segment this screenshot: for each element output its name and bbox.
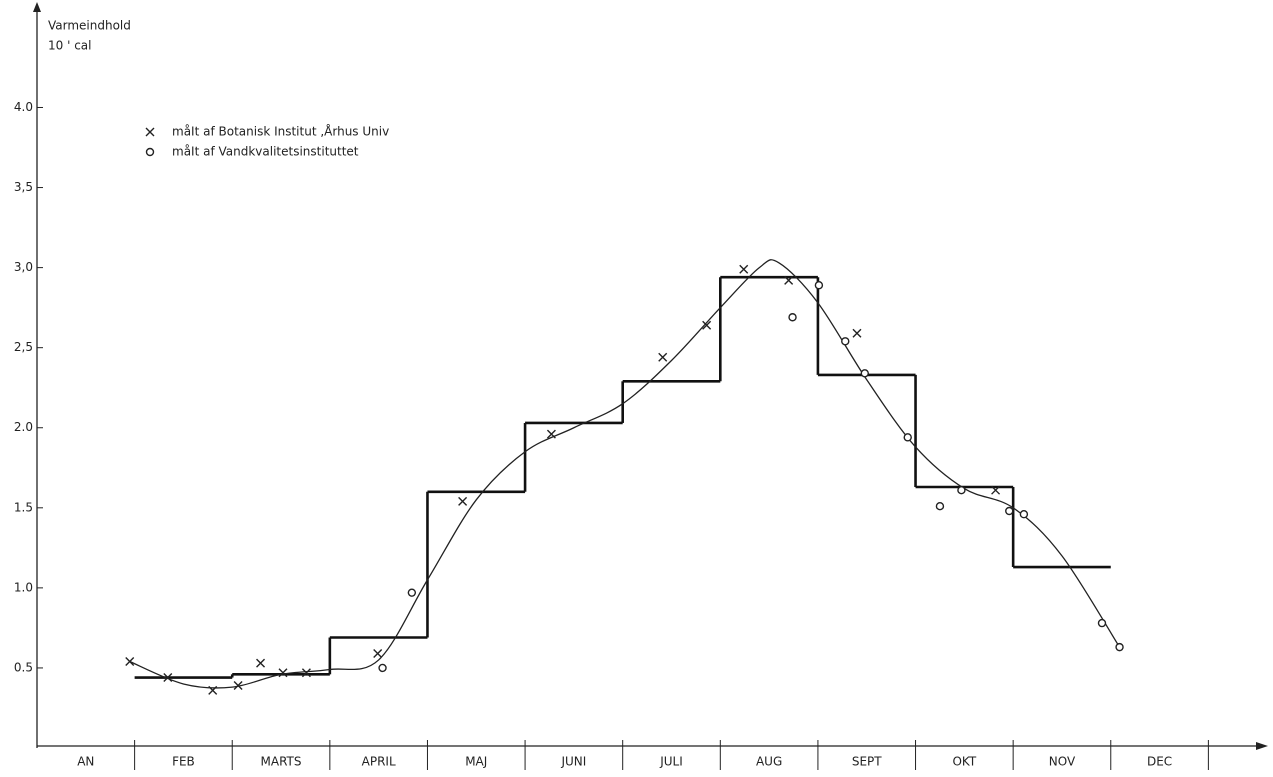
o-marker <box>935 502 945 511</box>
y-tick-label: 1.0 <box>14 580 33 594</box>
x-marker <box>145 127 155 137</box>
o-marker <box>860 369 869 378</box>
x-tick-label: MAJ <box>465 755 487 769</box>
o-marker <box>957 485 966 495</box>
o-marker <box>841 337 850 346</box>
x-marker <box>125 657 135 667</box>
x-marker <box>301 668 311 678</box>
legend-label: måIt af Botanisk Institut ,Århus Univ <box>172 124 389 139</box>
legend-label: måIt af Vandkvalitetsinstituttet <box>172 145 359 159</box>
o-marker <box>1097 618 1107 628</box>
x-marker <box>256 658 266 668</box>
y-tick-label: 3,0 <box>14 260 33 274</box>
x-tick-label: DEC <box>1147 755 1172 769</box>
o-marker <box>788 313 797 322</box>
x-marker <box>208 685 218 695</box>
x-tick-label: APRIL <box>362 755 396 769</box>
x-marker <box>658 352 668 362</box>
y-tick-label: 4.0 <box>14 100 33 114</box>
x-marker <box>163 673 173 683</box>
o-marker <box>1115 642 1124 652</box>
y-tick-label: 1.5 <box>14 500 33 514</box>
o-marker <box>903 433 912 442</box>
x-marker <box>739 264 749 274</box>
o-marker <box>1005 506 1014 516</box>
x-tick-label: AUG <box>756 755 782 769</box>
y-tick-label: 3,5 <box>14 180 33 194</box>
x-marker <box>458 496 468 506</box>
y-tick-label: 2.0 <box>14 420 33 434</box>
x-tick-label: MARTS <box>261 755 302 769</box>
x-marker <box>278 668 288 678</box>
o-marker <box>378 663 387 673</box>
x-tick-label: NOV <box>1049 755 1076 769</box>
o-marker <box>1019 510 1029 519</box>
x-tick-label: OKT <box>952 755 976 769</box>
x-tick-label: SEPT <box>852 755 882 769</box>
x-arrow <box>1256 742 1268 750</box>
x-marker <box>852 328 862 338</box>
y-axis-label: Varmeindhold <box>48 19 131 33</box>
x-tick-label: JUNI <box>560 755 586 769</box>
x-tick-label: AN <box>77 755 94 769</box>
x-tick-label: FEB <box>172 755 195 769</box>
y-axis-unit: 10 ' cal <box>48 39 91 53</box>
o-marker <box>407 588 417 597</box>
y-tick-label: 2,5 <box>14 340 33 354</box>
curve <box>129 259 1121 689</box>
x-marker <box>373 649 383 659</box>
x-marker <box>702 320 712 330</box>
y-tick-label: 0.5 <box>14 660 33 674</box>
x-marker <box>233 681 243 691</box>
x-tick-label: JULI <box>659 755 683 769</box>
o-marker <box>814 281 824 290</box>
x-marker <box>784 275 794 285</box>
o-marker <box>145 147 155 157</box>
x-marker <box>546 429 556 439</box>
x-marker <box>991 485 1001 495</box>
y-arrow <box>33 2 41 12</box>
